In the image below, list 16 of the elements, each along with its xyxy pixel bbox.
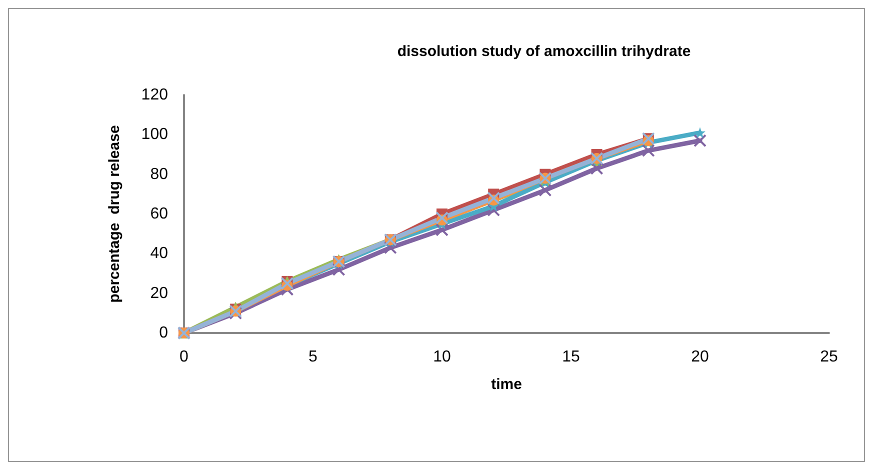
x-tick-label: 25 bbox=[820, 348, 838, 366]
chart-title: dissolution study of amoxcillin trihydrate bbox=[397, 43, 691, 60]
x-tick-label: 5 bbox=[308, 348, 318, 366]
y-tick-label: 20 bbox=[150, 284, 168, 302]
y-axis-title: percentage drug release bbox=[106, 125, 123, 303]
y-tick-label: 120 bbox=[141, 86, 168, 104]
y-tick-label: 0 bbox=[159, 324, 168, 342]
x-tick-label: 0 bbox=[180, 348, 189, 366]
y-tick-label: 80 bbox=[150, 166, 168, 183]
y-tick-label: 100 bbox=[141, 126, 168, 144]
x-tick-label: 15 bbox=[562, 348, 580, 366]
x-axis-title: time bbox=[491, 376, 522, 393]
x-tick-label: 20 bbox=[691, 348, 709, 366]
y-tick-label: 60 bbox=[150, 206, 168, 222]
y-tick-label: 40 bbox=[150, 245, 168, 262]
x-tick-label: 10 bbox=[433, 348, 451, 366]
